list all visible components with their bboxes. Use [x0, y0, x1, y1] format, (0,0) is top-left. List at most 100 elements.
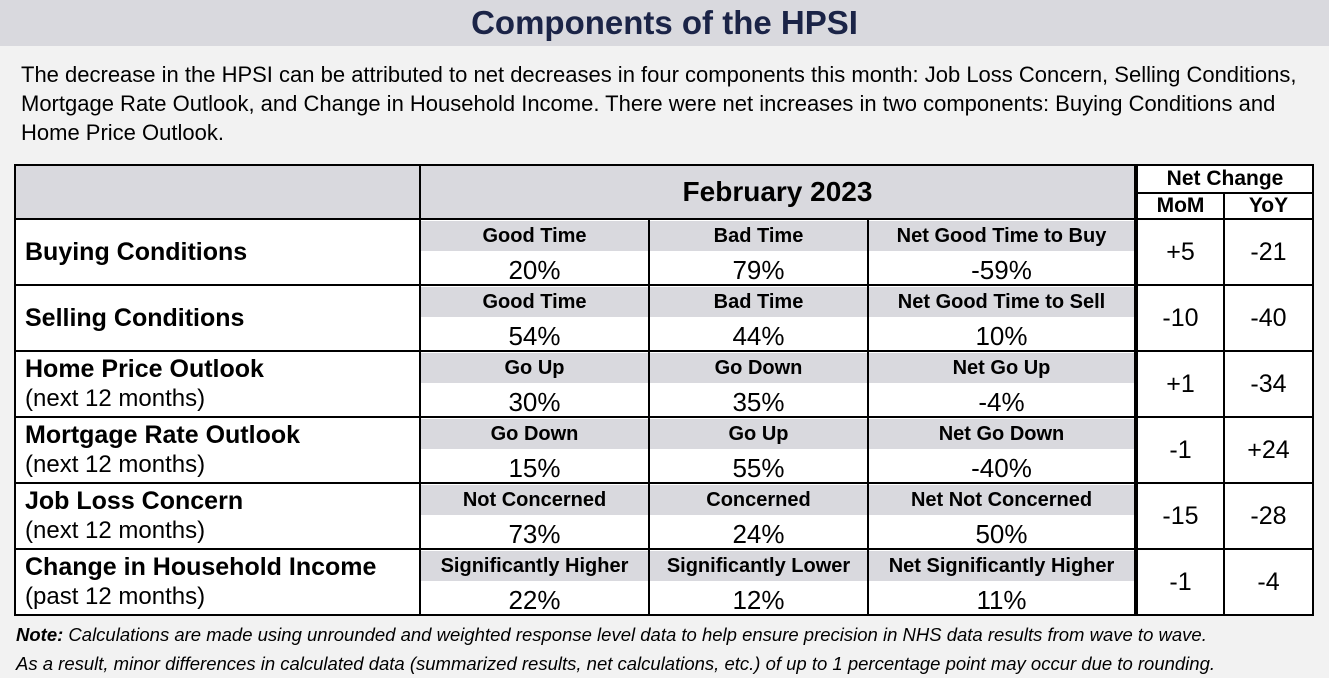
row-sublabel: (next 12 months): [25, 451, 206, 478]
row-label: Job Loss Concern: [25, 487, 244, 515]
response-value: 20%: [508, 254, 561, 285]
table-row: Job Loss Concern (next 12 months) Not Conc…: [14, 482, 1314, 550]
mom-value: -10: [1134, 284, 1225, 352]
response-label: Not Concerned: [421, 484, 648, 515]
response-label: Net Not Concerned: [869, 484, 1134, 515]
table-row: Buying Conditions Good Time 20% Bad Time 79%…: [14, 218, 1314, 286]
response-value: 44%: [732, 320, 785, 351]
response-value: 11%: [976, 584, 1027, 615]
row-label: Change in Household Income: [25, 553, 377, 581]
response-value: -4%: [978, 386, 1025, 417]
response-value: 55%: [732, 452, 785, 483]
response-label: Go Down: [650, 352, 867, 383]
table-row: Mortgage Rate Outlook (next 12 months) Go …: [14, 416, 1314, 484]
mom-value: -1: [1134, 416, 1225, 484]
response-value: 35%: [732, 386, 785, 417]
response-cell: Not Concerned 73%: [419, 482, 650, 550]
response-cell: Bad Time 44%: [648, 284, 869, 352]
response-label: Go Down: [421, 418, 648, 449]
response-label: Good Time: [421, 286, 648, 317]
row-sublabel: (next 12 months): [25, 385, 206, 412]
response-cell: Good Time 20%: [419, 218, 650, 286]
mom-value: +5: [1134, 218, 1225, 286]
response-label: Go Up: [650, 418, 867, 449]
response-cell: Net Go Up -4%: [867, 350, 1137, 418]
footnote-line-2: As a result, minor differences in calcul…: [16, 653, 1216, 674]
components-table: February 2023 Net Change MoM YoY Buying …: [14, 164, 1314, 616]
response-value: -59%: [971, 254, 1032, 285]
response-value: 73%: [508, 518, 561, 549]
table-row: Selling Conditions Good Time 54% Bad Time 44…: [14, 284, 1314, 352]
yoy-value: -4: [1223, 548, 1314, 616]
response-value: 15%: [508, 452, 561, 483]
row-label: Selling Conditions: [25, 304, 245, 332]
response-label: Go Up: [421, 352, 648, 383]
row-label-cell: Change in Household Income (past 12 month…: [14, 548, 421, 616]
yoy-value: -21: [1223, 218, 1314, 286]
response-cell: Net Good Time to Buy -59%: [867, 218, 1137, 286]
yoy-value: -28: [1223, 482, 1314, 550]
response-cell: Significantly Lower 12%: [648, 548, 869, 616]
response-cell: Net Go Down -40%: [867, 416, 1137, 484]
row-sublabel: (next 12 months): [25, 517, 206, 544]
yoy-value: +24: [1223, 416, 1314, 484]
response-value: 54%: [508, 320, 561, 351]
yoy-value: -34: [1223, 350, 1314, 418]
row-label: Home Price Outlook: [25, 355, 264, 383]
row-label-cell: Selling Conditions: [14, 284, 421, 352]
row-label-cell: Home Price Outlook (next 12 months): [14, 350, 421, 418]
table-row: Home Price Outlook (next 12 months) Go Up 3…: [14, 350, 1314, 418]
response-cell: Concerned 24%: [648, 482, 869, 550]
response-label: Significantly Higher: [421, 550, 648, 581]
response-label: Net Go Down: [869, 418, 1134, 449]
row-sublabel: (past 12 months): [25, 583, 206, 610]
row-label-cell: Mortgage Rate Outlook (next 12 months): [14, 416, 421, 484]
response-cell: Go Down 15%: [419, 416, 650, 484]
row-label-cell: Buying Conditions: [14, 218, 421, 286]
net-change-header: Net Change: [1134, 164, 1314, 194]
yoy-value: -40: [1223, 284, 1314, 352]
mom-header: MoM: [1134, 192, 1225, 220]
mom-value: -15: [1134, 482, 1225, 550]
response-cell: Net Significantly Higher 11%: [867, 548, 1137, 616]
row-label: Buying Conditions: [25, 238, 248, 266]
yoy-header: YoY: [1223, 192, 1314, 220]
response-label: Concerned: [650, 484, 867, 515]
response-cell: Bad Time 79%: [648, 218, 869, 286]
response-value: 22%: [508, 584, 561, 615]
response-cell: Go Up 55%: [648, 416, 869, 484]
response-value: 12%: [732, 584, 785, 615]
mom-value: +1: [1134, 350, 1225, 418]
response-value: 30%: [508, 386, 561, 417]
response-label: Net Good Time to Buy: [869, 220, 1134, 251]
response-label: Significantly Lower: [650, 550, 867, 581]
response-value: 79%: [732, 254, 785, 285]
note-label: Note:: [16, 624, 64, 645]
mom-value: -1: [1134, 548, 1225, 616]
page-title: Components of the HPSI: [0, 0, 1329, 46]
response-value: 24%: [732, 518, 785, 549]
header-blank-cell: [14, 164, 421, 220]
row-label: Mortgage Rate Outlook: [25, 421, 301, 449]
row-label-cell: Job Loss Concern (next 12 months): [14, 482, 421, 550]
response-cell: Go Down 35%: [648, 350, 869, 418]
response-label: Good Time: [421, 220, 648, 251]
response-cell: Net Not Concerned 50%: [867, 482, 1137, 550]
response-value: 50%: [975, 518, 1028, 549]
response-label: Net Go Up: [869, 352, 1134, 383]
response-cell: Net Good Time to Sell 10%: [867, 284, 1137, 352]
note-text-1: Calculations are made using unrounded an…: [68, 624, 1207, 645]
response-cell: Good Time 54%: [419, 284, 650, 352]
intro-paragraph: The decrease in the HPSI can be attribut…: [21, 62, 1297, 145]
response-cell: Go Up 30%: [419, 350, 650, 418]
response-value: 10%: [975, 320, 1028, 351]
footnote: Note: Calculations are made using unroun…: [16, 620, 1316, 678]
period-header: February 2023: [419, 164, 1137, 220]
table-row: Change in Household Income (past 12 month…: [14, 548, 1314, 616]
response-label: Net Good Time to Sell: [869, 286, 1134, 317]
footnote-line-1: Note: Calculations are made using unroun…: [16, 620, 1316, 649]
response-label: Bad Time: [650, 286, 867, 317]
response-label: Bad Time: [650, 220, 867, 251]
response-cell: Significantly Higher 22%: [419, 548, 650, 616]
response-label: Net Significantly Higher: [869, 550, 1134, 581]
